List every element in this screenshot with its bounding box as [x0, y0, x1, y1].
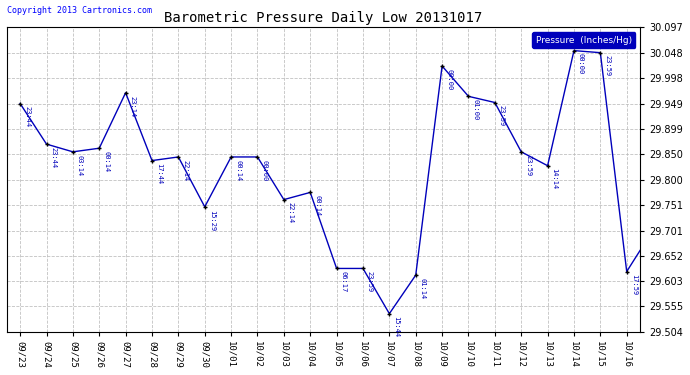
Point [305, 189, 316, 195]
Legend: Pressure  (Inches/Hg): Pressure (Inches/Hg) [532, 32, 635, 48]
Point [146, 158, 157, 164]
Point [173, 154, 184, 160]
Point [331, 266, 342, 272]
Point [384, 310, 395, 316]
Point [252, 154, 263, 160]
Text: 23:44: 23:44 [50, 147, 57, 168]
Point [595, 50, 606, 55]
Point [68, 149, 79, 155]
Text: 00:14: 00:14 [314, 195, 320, 216]
Text: 00:14: 00:14 [235, 160, 241, 181]
Text: 22:14: 22:14 [182, 160, 188, 181]
Point [621, 268, 632, 274]
Text: 00:00: 00:00 [262, 160, 268, 181]
Point [515, 149, 526, 155]
Text: 00:00: 00:00 [446, 69, 452, 90]
Point [120, 90, 131, 96]
Text: 23:59: 23:59 [525, 154, 531, 176]
Text: 04:14: 04:14 [0, 374, 1, 375]
Text: 17:59: 17:59 [631, 274, 637, 296]
Point [463, 93, 474, 99]
Point [357, 266, 368, 272]
Point [94, 145, 105, 151]
Title: Barometric Pressure Daily Low 20131017: Barometric Pressure Daily Low 20131017 [164, 11, 482, 25]
Text: 23:14: 23:14 [130, 96, 135, 117]
Text: 22:14: 22:14 [288, 202, 294, 223]
Text: 23:59: 23:59 [604, 56, 610, 77]
Point [14, 100, 26, 106]
Text: 23:59: 23:59 [367, 271, 373, 292]
Point [437, 63, 448, 69]
Point [569, 48, 580, 54]
Point [278, 196, 289, 202]
Text: 23:59: 23:59 [499, 105, 505, 126]
Text: 23:44: 23:44 [24, 106, 30, 128]
Text: 15:29: 15:29 [208, 210, 215, 231]
Point [411, 272, 422, 278]
Text: 15:44: 15:44 [393, 316, 400, 338]
Point [648, 227, 659, 233]
Text: 17:44: 17:44 [156, 164, 162, 184]
Point [41, 141, 52, 147]
Text: 06:17: 06:17 [341, 271, 346, 292]
Point [489, 99, 500, 105]
Text: 00:14: 00:14 [104, 151, 109, 172]
Point [199, 204, 210, 210]
Point [226, 154, 237, 160]
Point [542, 163, 553, 169]
Text: 01:00: 01:00 [473, 99, 478, 120]
Text: Copyright 2013 Cartronics.com: Copyright 2013 Cartronics.com [7, 6, 152, 15]
Text: 00:00: 00:00 [578, 53, 584, 75]
Text: 03:14: 03:14 [77, 154, 83, 176]
Text: 14:14: 14:14 [551, 168, 558, 190]
Text: 01:14: 01:14 [420, 278, 426, 299]
